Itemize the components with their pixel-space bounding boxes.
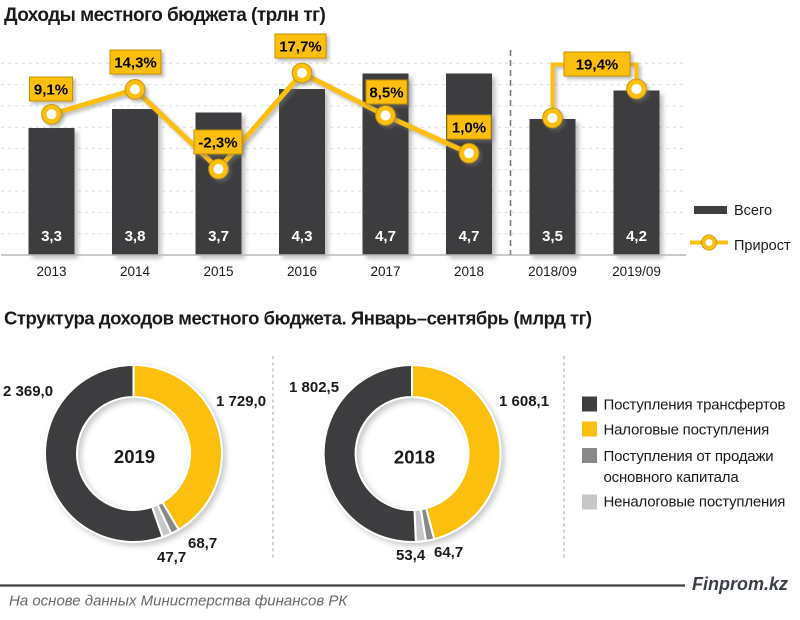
svg-text:Поступления от продажи: Поступления от продажи (604, 448, 774, 465)
svg-text:3,7: 3,7 (208, 228, 229, 245)
svg-text:3,8: 3,8 (125, 228, 146, 245)
svg-text:Поступления трансфертов: Поступления трансфертов (604, 397, 786, 414)
svg-text:2 369,0: 2 369,0 (3, 383, 53, 400)
svg-text:Finprom.kz: Finprom.kz (692, 574, 788, 594)
svg-text:64,7: 64,7 (434, 544, 463, 561)
svg-text:На основе данных Министерства: На основе данных Министерства финансов Р… (9, 593, 348, 610)
svg-text:3,3: 3,3 (41, 228, 62, 245)
svg-text:8,5%: 8,5% (369, 85, 403, 102)
svg-text:2019/09: 2019/09 (612, 264, 661, 279)
svg-text:68,7: 68,7 (188, 535, 217, 552)
svg-text:2014: 2014 (120, 264, 151, 279)
svg-text:4,7: 4,7 (459, 228, 480, 245)
svg-text:53,4: 53,4 (396, 547, 426, 564)
svg-text:9,1%: 9,1% (34, 82, 68, 99)
svg-text:3,5: 3,5 (542, 228, 563, 245)
svg-text:-2,3%: -2,3% (198, 135, 237, 152)
svg-text:1 802,5: 1 802,5 (289, 379, 339, 396)
svg-text:1 608,1: 1 608,1 (499, 393, 549, 410)
svg-text:47,7: 47,7 (157, 549, 186, 566)
svg-text:основного капитала: основного капитала (604, 469, 740, 486)
svg-text:Доходы местного бюджета (трлн: Доходы местного бюджета (трлн тг) (4, 5, 325, 26)
svg-text:2013: 2013 (36, 264, 66, 279)
svg-text:4,2: 4,2 (626, 228, 647, 245)
svg-text:1 729,0: 1 729,0 (216, 393, 266, 410)
svg-text:17,7%: 17,7% (279, 39, 322, 56)
svg-text:2018: 2018 (394, 447, 435, 468)
svg-text:2016: 2016 (287, 264, 317, 279)
svg-text:2017: 2017 (370, 264, 400, 279)
svg-text:4,3: 4,3 (292, 228, 313, 245)
svg-text:1,0%: 1,0% (452, 120, 486, 137)
svg-text:Налоговые поступления: Налоговые поступления (604, 422, 770, 439)
svg-text:2018/09: 2018/09 (528, 264, 577, 279)
svg-text:14,3%: 14,3% (114, 55, 157, 72)
svg-text:2018: 2018 (454, 264, 484, 279)
svg-text:4,7: 4,7 (375, 228, 396, 245)
svg-text:Всего: Всего (734, 203, 772, 219)
svg-text:2019: 2019 (114, 446, 155, 467)
svg-text:2015: 2015 (203, 264, 233, 279)
svg-text:Неналоговые поступления: Неналоговые поступления (604, 494, 786, 511)
svg-text:19,4%: 19,4% (576, 57, 619, 74)
svg-text:Прирост: Прирост (734, 238, 791, 254)
svg-text:Структура доходов местного бюд: Структура доходов местного бюджета. Янва… (4, 308, 592, 329)
